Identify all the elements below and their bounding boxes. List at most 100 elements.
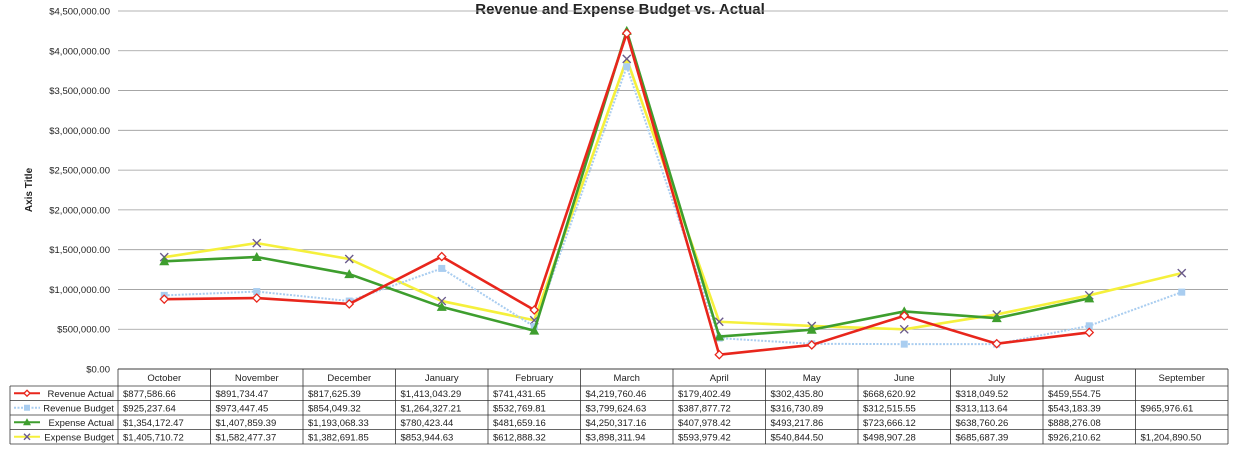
data-label: $302,435.80 — [771, 389, 824, 400]
data-point — [1084, 293, 1095, 303]
data-point — [344, 254, 354, 264]
y-tick-label: $2,000,000.00 — [49, 205, 110, 216]
data-point — [622, 54, 632, 64]
data-label: $540,844.50 — [771, 432, 824, 443]
data-point — [344, 269, 355, 279]
data-table: October November December January February Ma… — [9, 368, 1229, 445]
data-point — [159, 256, 170, 266]
data-point — [529, 325, 540, 335]
legend-key — [14, 418, 40, 426]
data-label: $612,888.32 — [493, 432, 546, 443]
data-label: $1,382,691.85 — [308, 432, 369, 443]
series-line — [164, 65, 1183, 346]
data-label: $313,113.64 — [956, 403, 1008, 414]
data-label: $1,354,172.47 — [123, 418, 184, 429]
data-point — [344, 299, 355, 309]
data-label: $498,907.28 — [863, 432, 916, 443]
data-label: $3,898,311.94 — [586, 432, 646, 443]
series-line — [164, 29, 1090, 338]
data-label: $543,183.39 — [1048, 403, 1101, 414]
series-revenue-budget — [160, 63, 1186, 348]
data-point — [251, 251, 262, 261]
x-tick-label: April — [710, 373, 729, 384]
x-tick-label: October — [147, 373, 181, 384]
y-tick-label: $3,000,000.00 — [49, 126, 110, 137]
data-point — [24, 404, 30, 411]
data-label: $877,586.66 — [123, 389, 176, 400]
data-label: $973,447.45 — [216, 403, 269, 414]
x-tick-label: September — [1159, 373, 1205, 384]
x-tick-label: July — [988, 373, 1005, 384]
data-point — [159, 294, 170, 305]
data-label: $407,978.42 — [678, 418, 731, 429]
data-label: $854,049.32 — [308, 403, 361, 414]
data-label: $1,582,477.37 — [216, 432, 277, 443]
x-tick-label: August — [1074, 373, 1104, 384]
legend-label: Revenue Actual — [47, 389, 114, 400]
data-point — [900, 340, 908, 348]
data-label: $179,402.49 — [678, 389, 731, 400]
y-tick-label: $3,500,000.00 — [49, 86, 110, 97]
data-point — [714, 349, 725, 360]
data-label: $316,730.89 — [771, 403, 824, 414]
data-point — [436, 251, 447, 262]
data-label: $925,237.64 — [123, 403, 176, 414]
legend-label: Expense Budget — [44, 432, 114, 443]
gridlines — [118, 10, 1228, 370]
data-label: $965,976.61 — [1141, 403, 1194, 414]
y-tick-label: $2,500,000.00 — [49, 166, 110, 177]
data-point — [1178, 288, 1186, 296]
legend-label: Expense Actual — [49, 418, 115, 429]
data-label: $853,944.63 — [401, 432, 454, 443]
data-label: $3,799,624.63 — [586, 403, 647, 414]
data-label: $481,659.16 — [493, 418, 546, 429]
data-label: $1,407,859.39 — [216, 418, 277, 429]
data-label: $4,250,317.16 — [586, 418, 647, 429]
x-tick-label: May — [803, 373, 821, 384]
data-point — [438, 264, 446, 272]
data-label: $668,620.92 — [863, 389, 916, 400]
x-tick-label: December — [327, 373, 371, 384]
y-tick-label: $4,500,000.00 — [49, 7, 110, 18]
series-revenue-actual — [159, 28, 1095, 360]
y-tick-label: $0.00 — [86, 365, 110, 376]
x-tick-label: January — [425, 373, 459, 384]
data-label: $459,554.75 — [1048, 389, 1101, 400]
x-tick-label: November — [235, 373, 279, 384]
x-tick-label: June — [894, 373, 915, 384]
data-point — [23, 389, 31, 398]
y-tick-label: $4,000,000.00 — [49, 46, 110, 57]
data-point — [529, 305, 540, 315]
data-point — [899, 310, 910, 321]
data-label: $817,625.39 — [308, 389, 361, 400]
data-label: $593,979.42 — [678, 432, 731, 443]
data-label: $4,219,760.46 — [586, 389, 647, 400]
data-point — [253, 288, 261, 296]
data-label: $926,210.62 — [1048, 432, 1101, 443]
data-label: $532,769.81 — [493, 403, 546, 414]
y-tick-label: $1,000,000.00 — [49, 285, 110, 296]
data-label: $318,049.52 — [956, 389, 1009, 400]
data-point — [991, 313, 1002, 323]
data-point — [899, 324, 909, 334]
series-lines — [159, 25, 1187, 360]
data-point — [1177, 268, 1187, 278]
data-label: $723,666.12 — [863, 418, 916, 429]
data-label: $780,423.44 — [401, 418, 454, 429]
data-point — [251, 293, 262, 303]
y-tick-label: $500,000.00 — [57, 325, 110, 336]
series-line — [164, 31, 1090, 357]
data-point — [23, 418, 31, 426]
data-label: $1,204,890.50 — [1141, 432, 1202, 443]
data-point — [437, 296, 447, 306]
data-label: $741,431.65 — [493, 389, 546, 400]
data-label: $1,413,043.29 — [401, 389, 462, 400]
y-tick-label: $1,500,000.00 — [49, 245, 110, 256]
data-point — [621, 28, 632, 39]
series-expense-actual — [159, 25, 1095, 341]
x-tick-label: February — [515, 373, 553, 384]
data-label: $638,760.26 — [956, 418, 1009, 429]
data-point — [252, 238, 262, 248]
